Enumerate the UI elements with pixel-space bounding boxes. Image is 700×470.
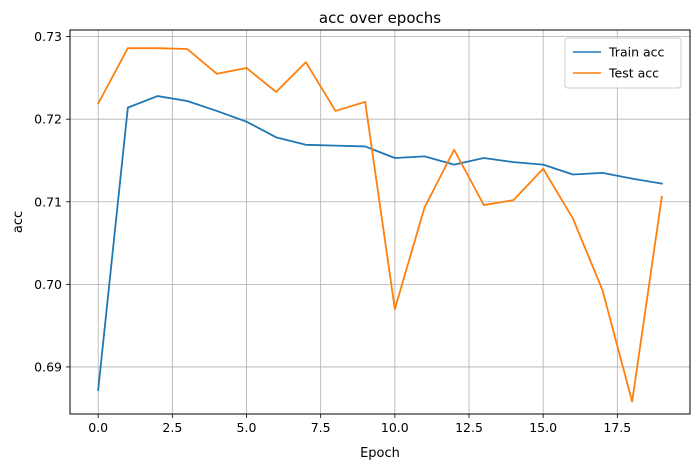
x-tick-label: 15.0: [529, 420, 557, 435]
y-tick-label: 0.73: [34, 29, 62, 44]
legend-box: [564, 37, 682, 89]
axis-ticks: 0.0 2.5 5.0 7.5 10.0 12.5 15.0 17.5 0.69 0.70 0.71…: [34, 29, 631, 435]
y-tick-label: 0.70: [34, 277, 62, 292]
series-line-train-acc: [97, 95, 663, 392]
series-lines: [96, 47, 663, 403]
legend-label-test-acc: Test acc: [608, 66, 659, 81]
x-tick-label: 0.0: [88, 420, 108, 435]
y-tick-label: 0.72: [34, 112, 62, 127]
x-tick-label: 5.0: [237, 420, 257, 435]
x-tick-label: 17.5: [603, 420, 631, 435]
legend-label-train-acc: Train acc: [608, 45, 664, 60]
chart-legend: Train acc Test acc: [564, 37, 682, 89]
x-tick-label: 7.5: [311, 420, 331, 435]
x-tick-label: 2.5: [162, 420, 182, 435]
plot-area-frame: [69, 29, 691, 415]
x-tick-label: 12.5: [455, 420, 483, 435]
chart-title: acc over epochs: [319, 9, 441, 27]
y-tick-label: 0.69: [34, 359, 62, 374]
x-axis-title: Epoch: [360, 446, 400, 461]
y-axis-title: acc: [11, 211, 26, 233]
series-line-test-acc: [96, 47, 663, 403]
x-tick-label: 10.0: [381, 420, 409, 435]
y-tick-label: 0.71: [34, 194, 62, 209]
